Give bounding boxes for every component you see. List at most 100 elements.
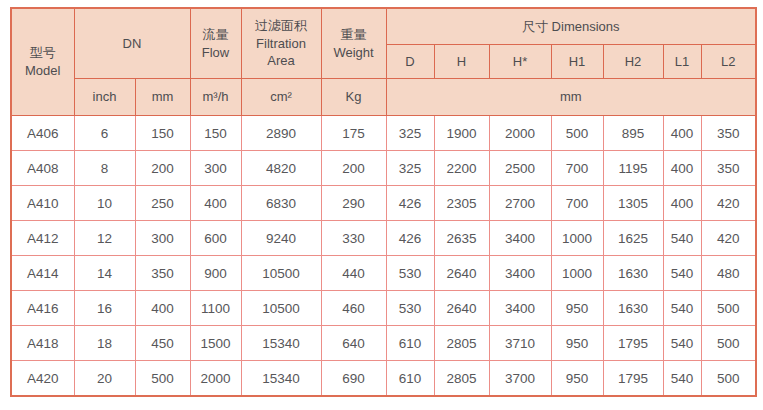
- header-dim-h2: H2: [603, 45, 663, 79]
- header-dn: DN: [74, 8, 190, 79]
- weight-cell: 290: [321, 186, 386, 221]
- weight-cell: 690: [321, 361, 386, 397]
- dim-d-cell: 530: [386, 291, 434, 326]
- flow-cell: 1100: [190, 291, 241, 326]
- header-unit-weight: Kg: [321, 79, 386, 116]
- dim-hstar-cell: 3700: [489, 361, 551, 397]
- model-cell: A412: [11, 221, 74, 256]
- header-dim-hstar: H*: [489, 45, 551, 79]
- dim-h2-cell: 1630: [603, 291, 663, 326]
- area-cell: 10500: [241, 291, 321, 326]
- table-row: A408820030048202003252200250070011954003…: [11, 151, 756, 186]
- filter-spec-table: 型号 Model DN 流量 Flow 过滤面积 Filtration Area…: [10, 7, 757, 397]
- dim-d-cell: 530: [386, 256, 434, 291]
- dim-l2-cell: 420: [701, 221, 756, 256]
- dn-mm-cell: 150: [135, 116, 190, 151]
- dim-l1-cell: 400: [663, 151, 701, 186]
- table-row: A420205002000153406906102805370095017955…: [11, 361, 756, 397]
- model-cell: A420: [11, 361, 74, 397]
- dn-mm-cell: 300: [135, 221, 190, 256]
- dim-hstar-cell: 3400: [489, 221, 551, 256]
- dim-h1-cell: 1000: [551, 221, 603, 256]
- header-dim-d: D: [386, 45, 434, 79]
- flow-cell: 2000: [190, 361, 241, 397]
- weight-cell: 200: [321, 151, 386, 186]
- dim-h2-cell: 1305: [603, 186, 663, 221]
- dim-d-cell: 610: [386, 361, 434, 397]
- dn-inch-cell: 20: [74, 361, 135, 397]
- header-filtration-en1: Filtration: [242, 35, 321, 53]
- dim-l2-cell: 500: [701, 326, 756, 361]
- dim-h2-cell: 1795: [603, 326, 663, 361]
- header-unit-area: cm²: [241, 79, 321, 116]
- dn-mm-cell: 350: [135, 256, 190, 291]
- area-cell: 6830: [241, 186, 321, 221]
- flow-cell: 900: [190, 256, 241, 291]
- dim-l2-cell: 420: [701, 186, 756, 221]
- dim-hstar-cell: 3710: [489, 326, 551, 361]
- dim-h-cell: 1900: [434, 116, 489, 151]
- header-dim-l1: L1: [663, 45, 701, 79]
- model-cell: A416: [11, 291, 74, 326]
- dim-h1-cell: 1000: [551, 256, 603, 291]
- dim-h1-cell: 950: [551, 326, 603, 361]
- table-row: A414143509001050044053026403400100016305…: [11, 256, 756, 291]
- model-cell: A406: [11, 116, 74, 151]
- flow-cell: 600: [190, 221, 241, 256]
- dim-h-cell: 2305: [434, 186, 489, 221]
- header-unit-inch: inch: [74, 79, 135, 116]
- dim-hstar-cell: 2700: [489, 186, 551, 221]
- dim-l1-cell: 540: [663, 326, 701, 361]
- header-filtration-area: 过滤面积 Filtration Area: [241, 8, 321, 79]
- area-cell: 15340: [241, 326, 321, 361]
- dim-h1-cell: 500: [551, 116, 603, 151]
- header-unit-dimensions: mm: [386, 79, 756, 116]
- header-filtration-en2: Area: [242, 52, 321, 70]
- dim-h2-cell: 1630: [603, 256, 663, 291]
- dim-d-cell: 426: [386, 221, 434, 256]
- table-body: A406615015028901753251900200050089540035…: [11, 116, 756, 397]
- dim-h1-cell: 700: [551, 151, 603, 186]
- dim-h-cell: 2805: [434, 361, 489, 397]
- header-unit-mm: mm: [135, 79, 190, 116]
- dim-d-cell: 325: [386, 116, 434, 151]
- dim-h-cell: 2635: [434, 221, 489, 256]
- flow-cell: 1500: [190, 326, 241, 361]
- dn-mm-cell: 450: [135, 326, 190, 361]
- weight-cell: 330: [321, 221, 386, 256]
- dim-l1-cell: 540: [663, 291, 701, 326]
- header-dim-l2: L2: [701, 45, 756, 79]
- header-weight-en: Weight: [322, 44, 386, 62]
- dim-hstar-cell: 3400: [489, 291, 551, 326]
- dn-mm-cell: 250: [135, 186, 190, 221]
- header-dimensions: 尺寸 Dimensions: [386, 8, 756, 45]
- dim-l1-cell: 400: [663, 186, 701, 221]
- dim-l2-cell: 350: [701, 151, 756, 186]
- header-flow-zh: 流量: [191, 26, 241, 44]
- model-cell: A414: [11, 256, 74, 291]
- table-row: A416164001100105004605302640340095016305…: [11, 291, 756, 326]
- header-flow-en: Flow: [191, 44, 241, 62]
- dim-hstar-cell: 2500: [489, 151, 551, 186]
- dn-inch-cell: 16: [74, 291, 135, 326]
- dim-h1-cell: 700: [551, 186, 603, 221]
- dim-l1-cell: 540: [663, 221, 701, 256]
- spec-table-container: 型号 Model DN 流量 Flow 过滤面积 Filtration Area…: [10, 7, 757, 397]
- header-weight: 重量 Weight: [321, 8, 386, 79]
- dim-l2-cell: 350: [701, 116, 756, 151]
- dim-d-cell: 325: [386, 151, 434, 186]
- dim-h-cell: 2805: [434, 326, 489, 361]
- dim-h2-cell: 1195: [603, 151, 663, 186]
- dim-d-cell: 426: [386, 186, 434, 221]
- table-row: A412123006009240330426263534001000162554…: [11, 221, 756, 256]
- weight-cell: 460: [321, 291, 386, 326]
- dn-inch-cell: 14: [74, 256, 135, 291]
- weight-cell: 640: [321, 326, 386, 361]
- area-cell: 2890: [241, 116, 321, 151]
- table-row: A406615015028901753251900200050089540035…: [11, 116, 756, 151]
- table-row: A410102504006830290426230527007001305400…: [11, 186, 756, 221]
- dim-h-cell: 2640: [434, 256, 489, 291]
- weight-cell: 440: [321, 256, 386, 291]
- dim-hstar-cell: 2000: [489, 116, 551, 151]
- dim-l2-cell: 480: [701, 256, 756, 291]
